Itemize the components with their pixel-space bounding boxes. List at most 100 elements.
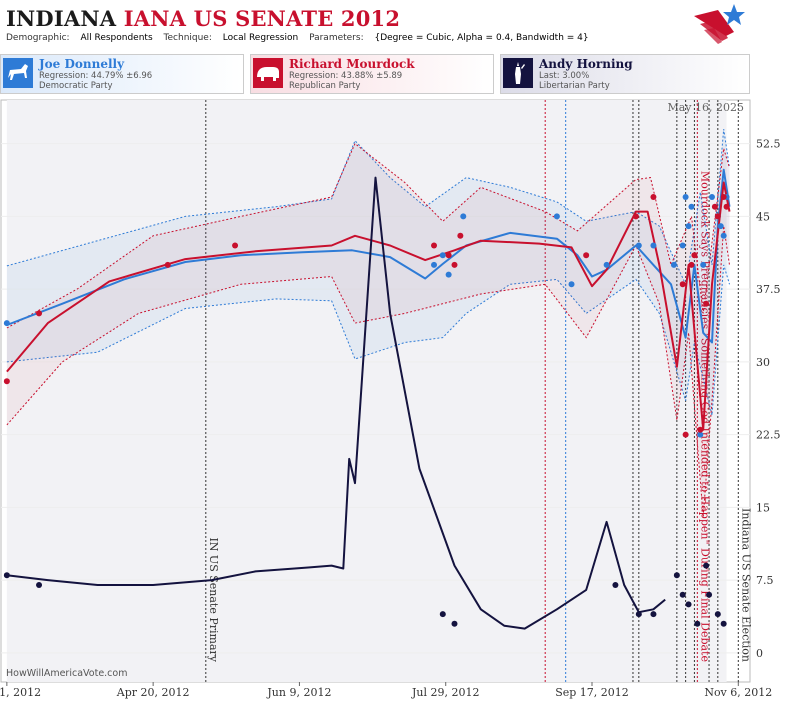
data-point — [445, 271, 452, 278]
data-point — [612, 582, 619, 588]
chart-svg: 0 7.5 15 22.5 30 37.5 45 52.5 Mar 1, 2012 Apr 20,… — [0, 99, 781, 699]
data-point — [706, 591, 713, 598]
data-point — [720, 194, 727, 200]
data-point — [679, 242, 686, 249]
site-logo-icon — [694, 4, 745, 44]
data-point — [3, 378, 10, 385]
candidate-name: Andy Horning — [539, 57, 633, 71]
technique-label: Technique: — [163, 33, 212, 43]
data-point — [457, 232, 464, 239]
candidate-card-donnelly: Joe Donnelly Regression: 44.79% ±6.96 De… — [0, 54, 244, 94]
data-point — [700, 261, 707, 268]
data-point — [717, 223, 724, 230]
x-tick-label: Apr 20, 2012 — [116, 686, 190, 699]
data-point — [723, 203, 730, 210]
donkey-icon — [1, 55, 35, 91]
y-tick-label: 0 — [756, 647, 763, 660]
footer-credit: HowWillAmericaVote.com — [6, 668, 128, 679]
data-point — [714, 611, 721, 618]
y-tick-label: 22.5 — [756, 429, 781, 442]
data-point — [688, 261, 695, 268]
trend-line — [6, 176, 666, 630]
event-label: IN US Senate Primary — [207, 537, 220, 662]
y-tick-label: 45 — [756, 210, 770, 223]
x-tick-label: Jul 29, 2012 — [411, 686, 480, 699]
candidate-name: Richard Mourdock — [289, 57, 415, 71]
data-point — [694, 620, 701, 627]
y-tick-label: 37.5 — [756, 283, 781, 296]
data-point — [650, 611, 657, 618]
data-point — [635, 611, 642, 618]
data-point — [720, 620, 727, 627]
candidate-last: Last: 3.00% — [539, 71, 590, 81]
data-point — [650, 194, 657, 200]
data-point — [682, 194, 689, 200]
data-point — [703, 300, 710, 307]
parameters-value: {Degree = Cubic, Alpha = 0.4, Bandwidth … — [374, 33, 589, 43]
y-tick-label: 7.5 — [756, 574, 774, 587]
data-point — [451, 261, 458, 268]
data-point — [685, 601, 692, 608]
chart-area: 0 7.5 15 22.5 30 37.5 45 52.5 Mar 1, 2012 Apr 20,… — [0, 96, 789, 704]
data-point — [679, 591, 686, 598]
candidate-card-mourdock: Richard Mourdock Regression: 43.88% ±5.8… — [250, 54, 494, 94]
data-point — [697, 431, 704, 438]
candidate-party: Democratic Party — [39, 81, 113, 91]
y-tick-label: 30 — [756, 356, 770, 369]
data-point — [431, 242, 438, 249]
data-point — [708, 194, 715, 200]
elephant-icon — [251, 55, 285, 91]
upper-bound-line — [6, 129, 730, 287]
candidate-regression: Regression: 43.88% ±5.89 — [289, 71, 403, 81]
parameters-bar: Demographic: All Respondents Technique: … — [6, 33, 597, 43]
data-point — [691, 252, 698, 259]
data-point — [439, 252, 446, 259]
y-tick-label: 15 — [756, 501, 770, 514]
data-point — [703, 562, 710, 569]
y-tick-label: 52.5 — [756, 138, 781, 151]
candidate-party: Republican Party — [289, 81, 361, 91]
data-point — [583, 252, 590, 259]
data-point — [697, 426, 704, 433]
data-point — [635, 242, 642, 249]
data-point — [36, 582, 43, 588]
lower-bound-line — [6, 226, 730, 518]
demographic-label: Demographic: — [6, 33, 70, 43]
data-point — [682, 431, 689, 438]
x-tick-label: Sep 17, 2012 — [555, 686, 629, 699]
upper-bound-line — [6, 142, 730, 329]
data-point — [460, 213, 467, 220]
data-point — [36, 310, 43, 317]
x-tick-label: Nov 6, 2012 — [704, 686, 772, 699]
data-point — [650, 242, 657, 249]
data-point — [445, 252, 452, 259]
candidate-card-horning: Andy Horning Last: 3.00% Libertarian Par… — [500, 54, 750, 94]
statue-of-liberty-icon — [501, 55, 535, 91]
data-point — [685, 223, 692, 230]
lower-bound-line — [6, 264, 730, 416]
x-tick-label: Jun 9, 2012 — [266, 686, 331, 699]
data-point — [3, 320, 10, 327]
data-point — [720, 232, 727, 239]
data-point — [679, 281, 686, 288]
data-point — [164, 261, 171, 268]
parameters-label: Parameters: — [309, 33, 364, 43]
data-point — [711, 203, 718, 210]
data-point — [568, 281, 575, 288]
data-point — [431, 261, 438, 268]
candidate-name: Joe Donnelly — [39, 57, 125, 71]
data-point — [714, 213, 721, 220]
data-point — [670, 261, 677, 268]
candidate-party: Libertarian Party — [539, 81, 610, 91]
candidate-regression: Regression: 44.79% ±6.96 — [39, 71, 153, 81]
chart-title: INDIANA IANA US SENATE 2012 — [6, 6, 400, 31]
data-point — [553, 213, 560, 220]
data-point — [603, 261, 610, 268]
date-label: May 16, 2025 — [667, 101, 744, 114]
data-point — [232, 242, 239, 249]
data-point — [673, 572, 680, 579]
data-point — [688, 203, 695, 210]
data-point — [451, 620, 458, 627]
trend-line — [6, 181, 731, 431]
data-point — [632, 213, 639, 220]
